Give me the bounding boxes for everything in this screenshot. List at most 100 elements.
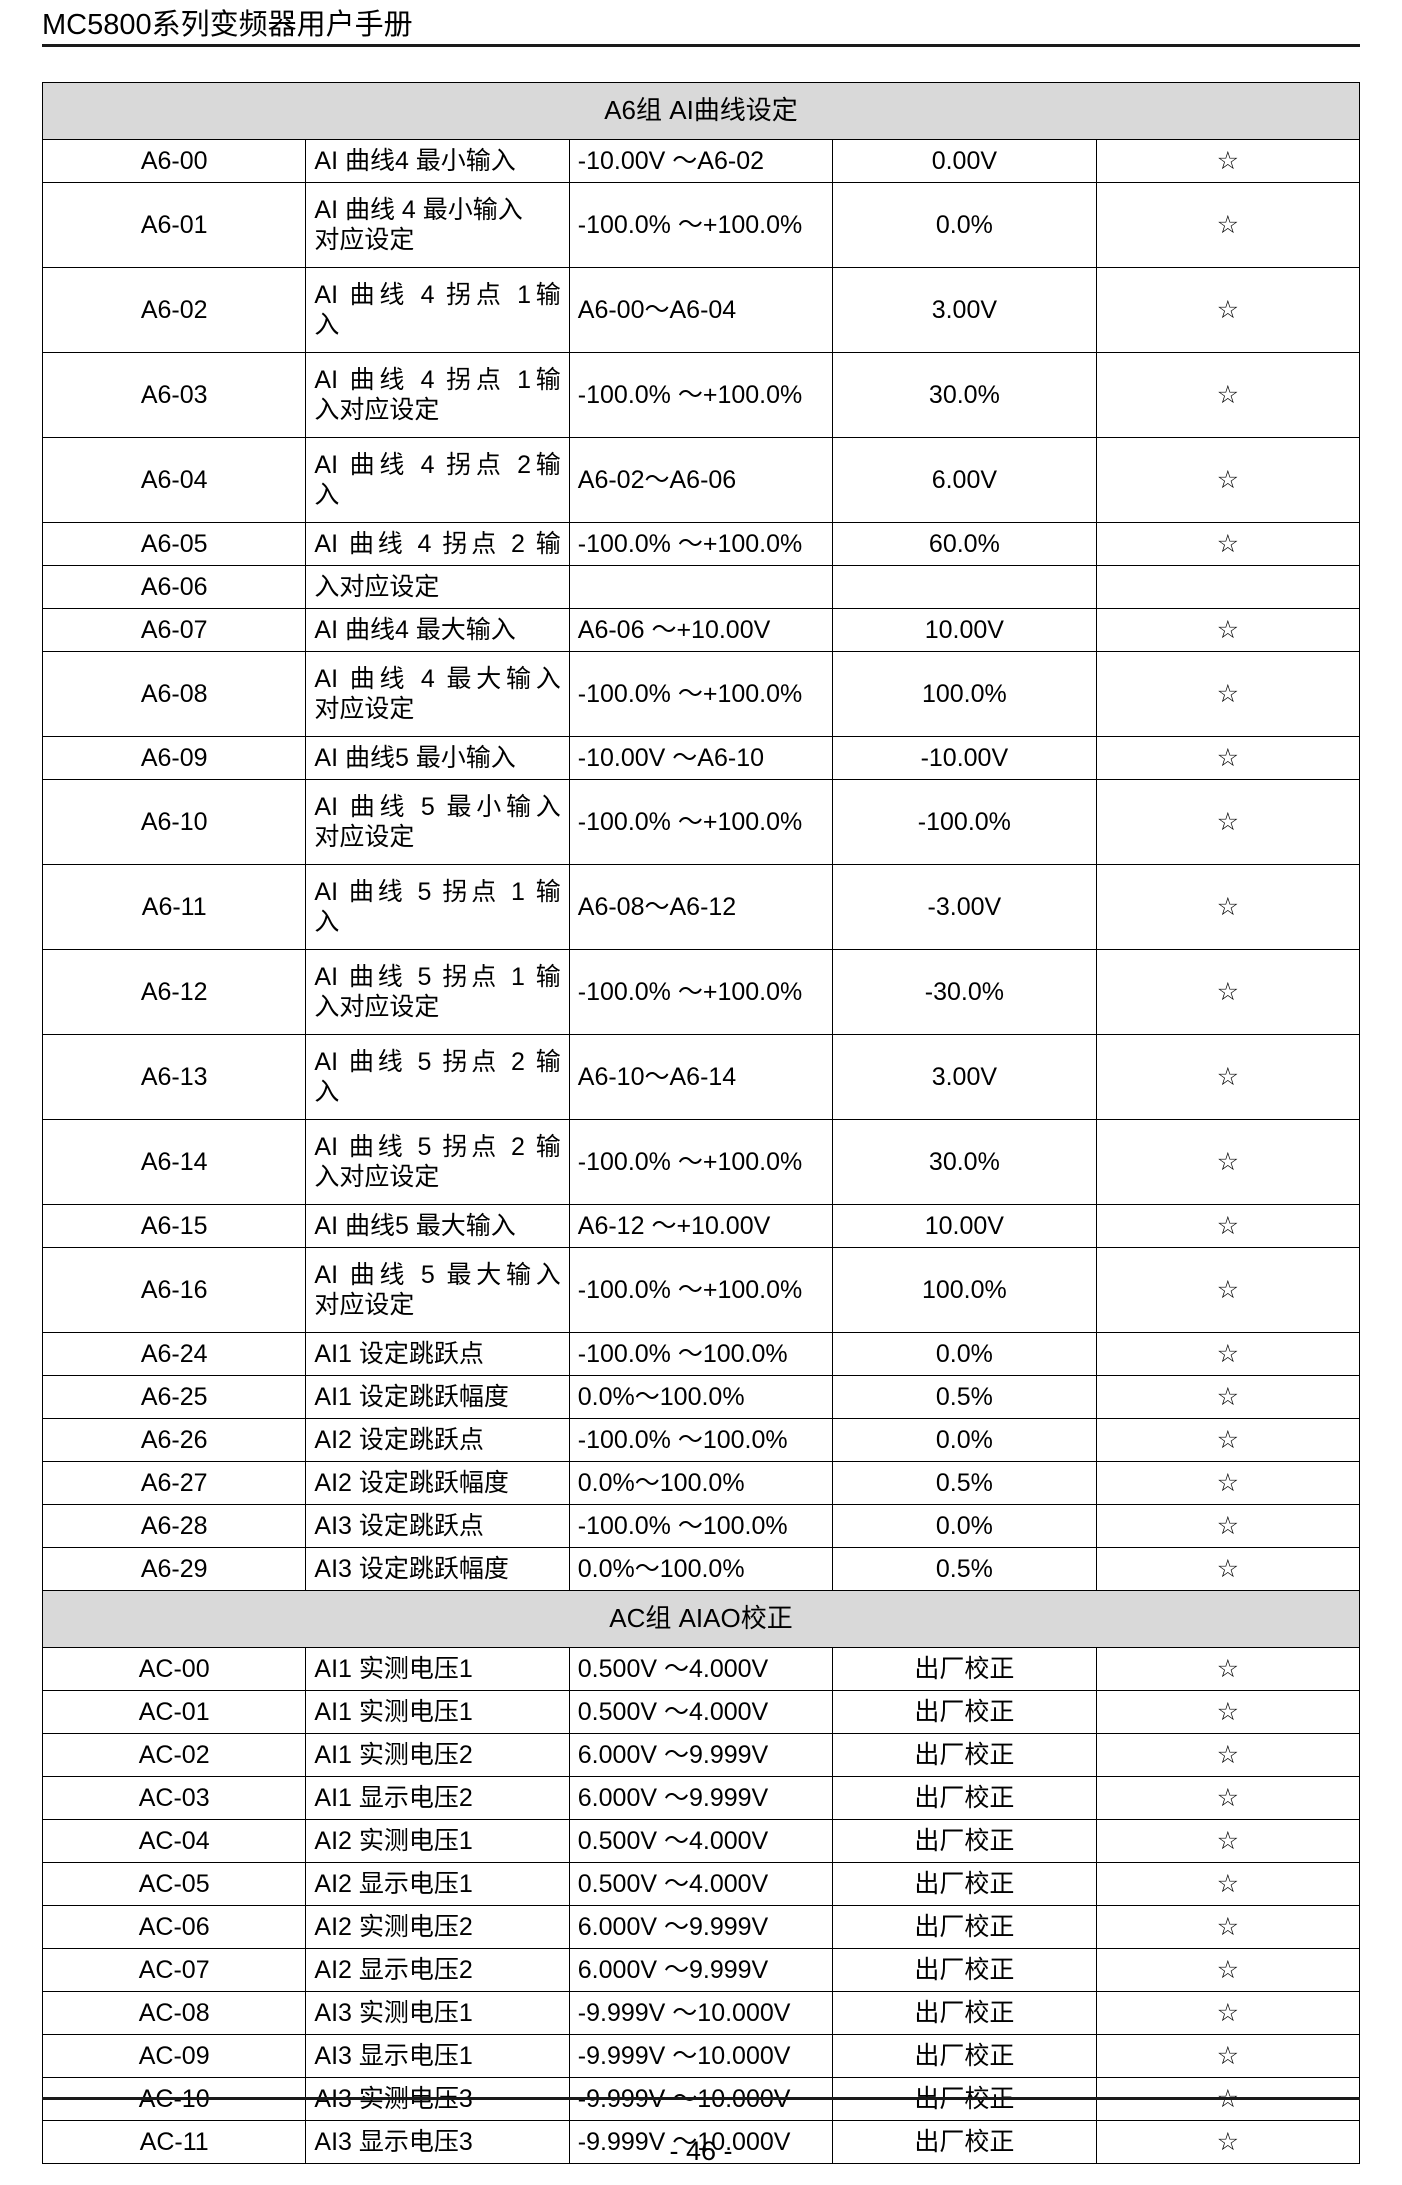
param-range-cell: -10.00V ～A6-10 [568,736,834,780]
modify-permission-star-icon: ☆ [1095,864,1361,950]
modify-permission-star-icon: ☆ [1095,608,1361,652]
group-title: A6组 AI曲线设定 [42,82,1360,140]
param-default-cell: 0.0% [832,1418,1097,1462]
table-row: A6-00 AI 曲线4 最小输入 -10.00V ～A6-02 0.00V ☆ [41,139,1361,183]
param-name-line: 对应设定 [314,1291,415,1319]
table-row: A6-15 AI 曲线5 最大输入 A6-12 ～+10.00V 10.00V ☆ [41,1204,1361,1248]
header-divider [42,44,1360,47]
modify-permission-star-icon: ☆ [1095,139,1361,183]
param-name-line: AI 曲线 4 拐点 1输 [314,365,561,394]
param-name-cell: AI 曲线 5 最小输入 对应设定 [305,779,570,865]
param-name-cell: AI2 设定跳跃点 [305,1418,570,1462]
table-row: A6-01 AI 曲线 4 最小输入 对应设定 -100.0% ～+100.0% 0.0… [41,182,1361,268]
modify-permission-star-icon: ☆ [1095,1547,1361,1591]
param-range-cell: A6-08～A6-12 [568,864,834,950]
param-name-line: AI 曲线5 最大输入 [314,1211,516,1240]
param-range-cell: -100.0% ～+100.0% [568,1247,834,1333]
param-default-cell [832,565,1097,609]
modify-permission-star-icon: ☆ [1095,1647,1361,1691]
param-default-cell: -10.00V [832,736,1097,780]
param-range-cell: 0.0%～100.0% [568,1461,834,1505]
table-row: A6-12 AI 曲线 5 拐点 1 输入对应设定 -100.0% ～+100.0%… [41,949,1361,1035]
param-code-cell: A6-06 [41,565,307,609]
param-name-line: AI3 实测电压1 [314,1998,473,2027]
param-code-cell: A6-27 [41,1461,307,1505]
table-row: A6-29 AI3 设定跳跃幅度 0.0%～100.0% 0.5% ☆ [41,1547,1361,1591]
modify-permission-star-icon: ☆ [1095,1776,1361,1820]
param-default-cell: 0.00V [832,139,1097,183]
param-range-cell: 0.500V ～4.000V [568,1862,834,1906]
param-name-cell: AI3 实测电压1 [305,1991,570,2035]
table-row: AC-02 AI1 实测电压2 6.000V ～9.999V 出厂校正 ☆ [41,1733,1361,1777]
param-name-line: AI 曲线 4 拐点 2输 [314,450,561,479]
param-name-line: AI 曲线4 最小输入 [314,146,516,175]
param-name-line: AI 曲线 5 拐点 2 输 [314,1047,561,1076]
param-code-cell: A6-13 [41,1034,307,1120]
param-name-line: 对应设定 [314,823,415,851]
modify-permission-star-icon: ☆ [1095,182,1361,268]
param-code-cell: AC-06 [41,1905,307,1949]
param-name-line: AI2 设定跳跃幅度 [314,1468,509,1497]
param-range-cell: -10.00V ～A6-02 [568,139,834,183]
param-code-cell: A6-26 [41,1418,307,1462]
param-name-cell: AI1 实测电压2 [305,1733,570,1777]
param-name-line: AI2 显示电压1 [314,1869,473,1898]
modify-permission-star-icon: ☆ [1095,949,1361,1035]
param-default-cell: 出厂校正 [832,1991,1097,2035]
param-name-line: AI 曲线 4 最小输入 [314,195,523,224]
param-default-cell: 10.00V [832,1204,1097,1248]
table-row: A6-07 AI 曲线4 最大输入 A6-06 ～+10.00V 10.00V ☆ [41,608,1361,652]
param-name-cell: AI2 实测电压2 [305,1905,570,1949]
param-default-cell: -30.0% [832,949,1097,1035]
param-name-line: AI 曲线 4 拐点 2 输 [314,529,561,558]
param-name-cell: AI3 设定跳跃幅度 [305,1547,570,1591]
table-row: A6-10 AI 曲线 5 最小输入 对应设定 -100.0% ～+100.0% -10… [41,779,1361,865]
param-range-cell: -100.0% ～+100.0% [568,352,834,438]
table-row: AC-03 AI1 显示电压2 6.000V ～9.999V 出厂校正 ☆ [41,1776,1361,1820]
table-row: A6-16 AI 曲线 5 最大输入 对应设定 -100.0% ～+100.0% 100… [41,1247,1361,1333]
param-name-cell: AI 曲线 5 拐点 2 输入对应设定 [305,1119,570,1205]
param-code-cell: A6-09 [41,736,307,780]
param-range-cell: -9.999V ～10.000V [568,2034,834,2078]
param-name-line: AI1 设定跳跃幅度 [314,1382,509,1411]
param-name-cell: AI 曲线5 最小输入 [305,736,570,780]
param-name-line: AI2 实测电压1 [314,1826,473,1855]
param-name-cell: AI2 设定跳跃幅度 [305,1461,570,1505]
param-name-cell: AI 曲线 4 拐点 2输入 [305,437,570,523]
param-name-cell: AI 曲线 4 最小输入 对应设定 [305,182,570,268]
param-default-cell: 出厂校正 [832,1819,1097,1863]
param-range-cell: -100.0% ～+100.0% [568,1119,834,1205]
param-default-cell: 100.0% [832,1247,1097,1333]
param-name-line: 入 [314,908,340,936]
table-row: A6-25 AI1 设定跳跃幅度 0.0%～100.0% 0.5% ☆ [41,1375,1361,1419]
param-code-cell: A6-29 [41,1547,307,1591]
param-name-line: AI 曲线5 最小输入 [314,743,516,772]
param-range-cell: A6-02～A6-06 [568,437,834,523]
group-title: AC组 AIAO校正 [42,1590,1360,1648]
param-default-cell: 0.5% [832,1547,1097,1591]
table-row: AC-08 AI3 实测电压1 -9.999V ～10.000V 出厂校正 ☆ [41,1991,1361,2035]
table-row: AC-01 AI1 实测电压1 0.500V ～4.000V 出厂校正 ☆ [41,1690,1361,1734]
param-name-line: AI 曲线 4 拐点 1输 [314,280,561,309]
table-row: A6-09 AI 曲线5 最小输入 -10.00V ～A6-10 -10.00V ☆ [41,736,1361,780]
param-name-cell: AI 曲线 5 拐点 2 输入 [305,1034,570,1120]
manual-title: MC5800系列变频器用户手册 [42,9,413,41]
modify-permission-star-icon: ☆ [1095,1461,1361,1505]
param-range-cell: -100.0% ～100.0% [568,1504,834,1548]
param-range-cell: -9.999V ～10.000V [568,2120,834,2164]
param-range-cell: 6.000V ～9.999V [568,1733,834,1777]
param-range-cell: A6-12 ～+10.00V [568,1204,834,1248]
param-name-cell: AI1 实测电压1 [305,1690,570,1734]
modify-permission-star-icon: ☆ [1095,1862,1361,1906]
param-default-cell: 0.5% [832,1461,1097,1505]
param-range-cell: A6-10～A6-14 [568,1034,834,1120]
param-default-cell: 出厂校正 [832,1905,1097,1949]
param-name-cell: AI1 实测电压1 [305,1647,570,1691]
param-code-cell: AC-09 [41,2034,307,2078]
param-name-cell: AI 曲线 5 拐点 1 输入对应设定 [305,949,570,1035]
param-name-line: AI1 实测电压2 [314,1740,473,1769]
param-code-cell: A6-11 [41,864,307,950]
param-code-cell: AC-02 [41,1733,307,1777]
parameter-table: A6组 AI曲线设定 A6-00 AI 曲线4 最小输入 -10.00V ～A6-02… [41,82,1361,2164]
param-name-line: 入对应设定 [314,572,440,601]
